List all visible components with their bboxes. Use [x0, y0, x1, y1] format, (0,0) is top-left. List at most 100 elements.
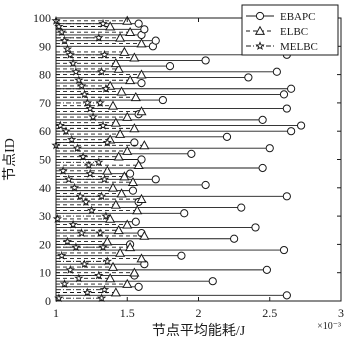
ebapc-marker: [180, 209, 189, 218]
ebapc-marker: [282, 291, 291, 300]
elbc-marker: [139, 230, 150, 240]
melbc-scatter-marker: [64, 174, 74, 184]
ebapc-marker: [137, 155, 146, 164]
melbc-scatter-marker: [85, 103, 95, 113]
elbc-marker: [116, 86, 127, 96]
melbc-marker: [102, 256, 112, 266]
melbc-scatter-marker: [52, 214, 62, 223]
elbc-marker: [125, 26, 136, 37]
x-axis-label: 节点平均能耗/J: [152, 323, 246, 339]
elbc-marker: [116, 188, 127, 198]
melbc-scatter-marker: [79, 89, 90, 99]
melbc-marker: [94, 157, 104, 167]
y-tick-label: 50: [39, 153, 51, 167]
ebapc-marker: [282, 104, 291, 113]
ebapc-marker: [287, 84, 296, 93]
melbc-scatter-marker: [78, 151, 88, 161]
melbc-scatter-marker: [82, 287, 93, 297]
ebapc-marker: [297, 121, 306, 130]
ebapc-marker: [258, 115, 267, 124]
melbc-marker: [96, 66, 107, 76]
melbc-scatter-marker: [62, 44, 73, 54]
melbc-marker: [96, 191, 107, 201]
melbc-scatter-marker: [88, 112, 98, 122]
ebapc-marker: [279, 90, 289, 99]
y-tick-label: 100: [33, 11, 51, 25]
melbc-scatter-marker: [69, 182, 80, 192]
melbc-marker: [99, 49, 110, 59]
legend-marker-melbc: [255, 41, 265, 50]
elbc-marker: [102, 236, 113, 246]
elbc-marker: [122, 278, 133, 288]
ebapc-marker: [126, 169, 135, 178]
ebapc-marker: [265, 144, 274, 153]
melbc-scatter-marker: [82, 97, 93, 107]
melbc-scatter-marker: [67, 134, 77, 144]
ebapc-marker: [282, 192, 291, 201]
melbc-scatter-marker: [68, 58, 78, 68]
ebapc-marker: [165, 62, 175, 71]
elbc-marker: [136, 193, 147, 203]
melbc-scatter-marker: [79, 259, 90, 269]
elbc-marker: [139, 140, 150, 150]
y-tick-label: 10: [39, 266, 51, 280]
elbc-marker: [125, 75, 136, 85]
melbc-scatter-marker: [62, 236, 73, 246]
x-tick-label: 3: [338, 306, 344, 320]
elbc-marker: [110, 58, 121, 68]
melbc-scatter-marker: [71, 66, 81, 76]
y-tick-label: 90: [39, 39, 51, 53]
ebapc-marker: [287, 127, 296, 136]
melbc-scatter-marker: [57, 27, 67, 37]
melbc-scatter-marker: [74, 273, 84, 283]
elbc-marker: [122, 219, 133, 229]
y-axis-label: 节点ID: [2, 138, 18, 181]
ebapc-marker: [151, 175, 160, 184]
elbc-marker: [129, 123, 140, 133]
ebapc-marker: [131, 217, 140, 226]
elbc-marker: [115, 128, 126, 138]
melbc-marker: [102, 137, 112, 147]
elbc-marker: [132, 205, 143, 215]
melbc-marker: [101, 83, 111, 93]
y-tick-label: 80: [39, 68, 51, 82]
elbc-marker: [107, 100, 119, 110]
melbc-scatter-marker: [57, 250, 67, 260]
elbc-marker: [105, 273, 116, 283]
y-tick-label: 40: [39, 181, 51, 195]
legend-marker-elbc: [254, 25, 266, 35]
elbc-marker: [115, 247, 126, 257]
elbc-marker: [129, 267, 140, 277]
ebapc-marker: [201, 56, 210, 65]
melbc-scatter-marker: [59, 35, 70, 45]
y-tick-label: 70: [39, 96, 51, 110]
melbc-marker: [95, 98, 105, 107]
ebapc-marker: [134, 282, 143, 291]
y-tick-label: 30: [39, 209, 51, 223]
melbc-scatter-marker: [71, 242, 81, 252]
melbc-scatter-marker: [76, 228, 87, 238]
legend-marker-ebapc: [255, 11, 265, 21]
ebapc-marker: [262, 265, 271, 274]
elbc-marker: [113, 225, 124, 235]
series-melbc: [51, 15, 112, 303]
melbc-scatter-marker: [65, 49, 75, 59]
melbc-scatter-marker: [58, 165, 68, 175]
melbc-marker: [99, 174, 110, 184]
legend: EBAPC ELBC MELBC: [241, 4, 339, 56]
series-elbc: [56, 15, 150, 297]
melbc-marker: [94, 270, 104, 280]
ebapc-marker: [151, 36, 160, 45]
x-multiplier-label: ×10⁻³: [317, 321, 341, 332]
melbc-marker: [101, 211, 111, 221]
ebapc-marker: [237, 203, 246, 212]
x-tick-label: 2.5: [262, 306, 277, 320]
elbc-marker: [107, 261, 119, 271]
ebapc-marker: [244, 73, 253, 82]
melbc-marker: [99, 284, 110, 294]
melbc-scatter-marker: [74, 75, 84, 85]
ebapc-marker: [177, 251, 186, 260]
elbc-marker: [110, 117, 121, 127]
elbc-marker: [122, 145, 133, 155]
